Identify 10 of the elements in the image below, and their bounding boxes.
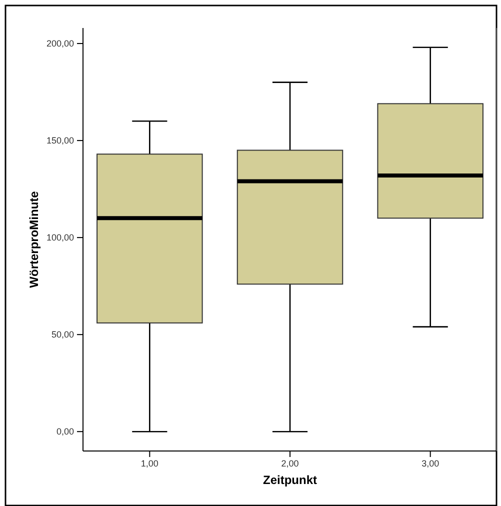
y-tick-label: 150,00 (46, 135, 74, 146)
y-tick-label: 200,00 (46, 38, 74, 48)
y-axis-title: WörterproMinute (27, 190, 41, 288)
x-tick-label: 3,00 (422, 458, 440, 468)
x-tick-label: 1,00 (140, 458, 158, 468)
x-axis-title: Zeitpunkt (263, 473, 317, 487)
y-tick-label: 50,00 (51, 329, 74, 340)
y-tick-label: 0,00 (56, 426, 74, 436)
y-tick-label: 100,00 (46, 232, 74, 242)
x-tick-label: 2,00 (281, 458, 299, 468)
